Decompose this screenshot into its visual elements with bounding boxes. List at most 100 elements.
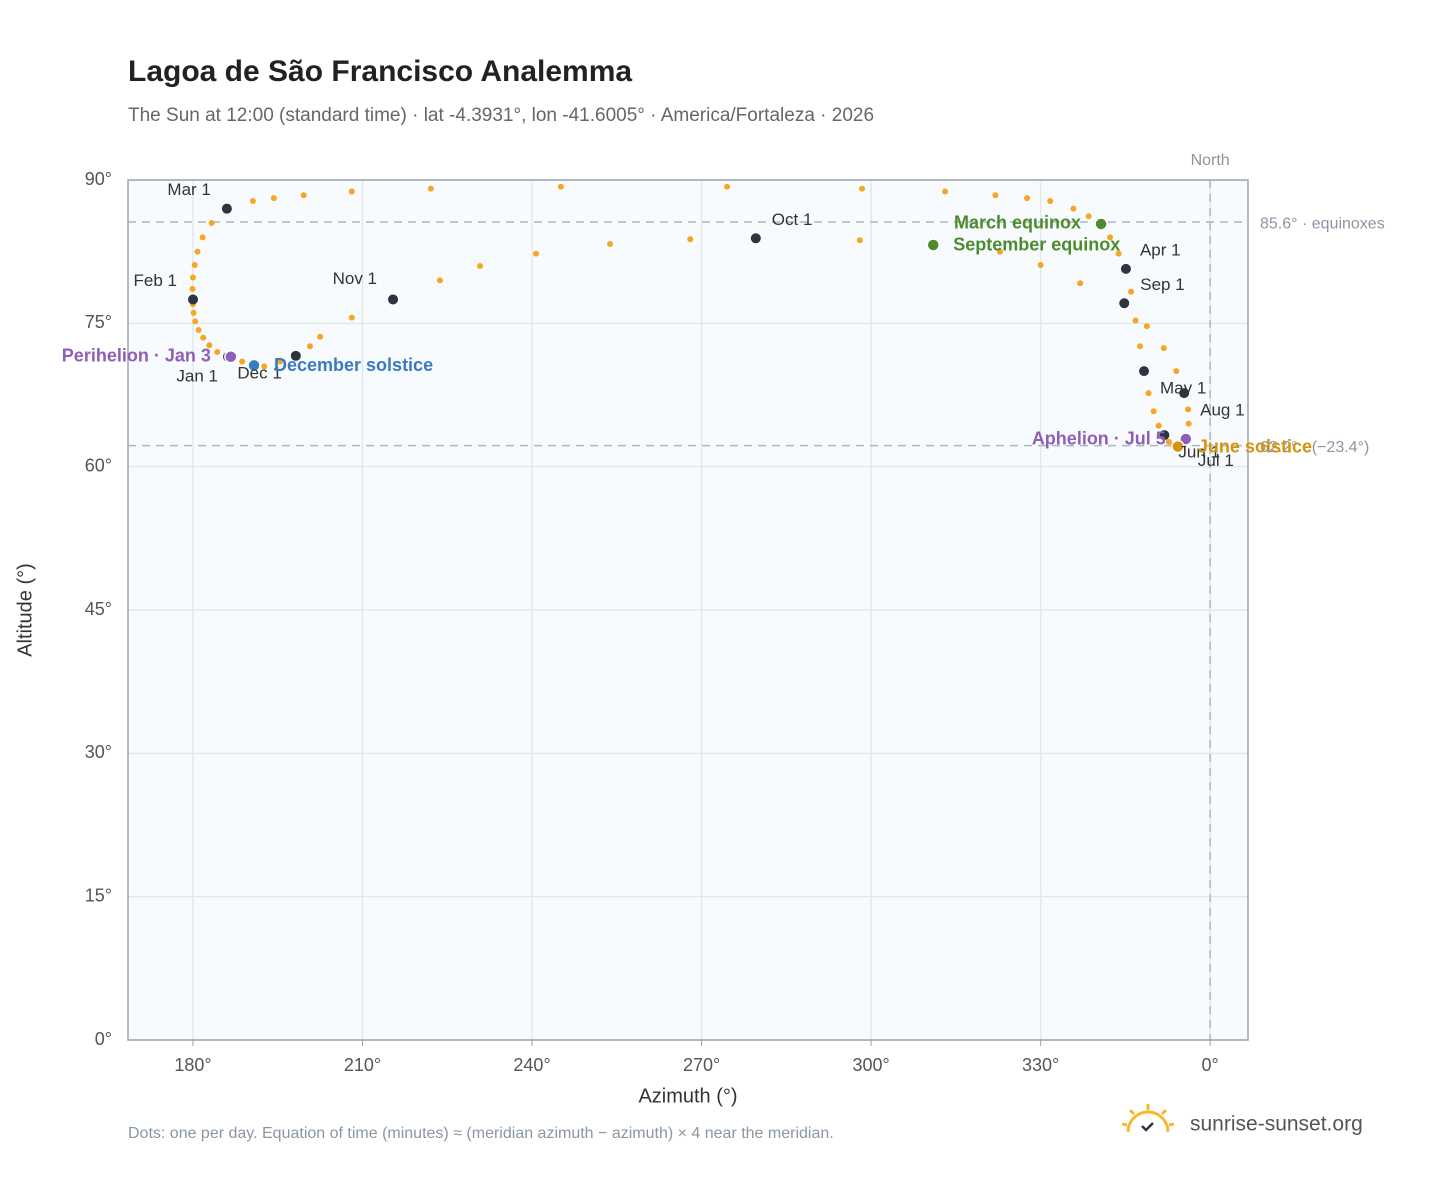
day-dot (1185, 420, 1192, 427)
day-dot (200, 334, 207, 341)
day-dot (992, 192, 999, 199)
day-dot (1185, 406, 1192, 413)
day-dot (1155, 422, 1162, 429)
month-label: Oct 1 (772, 210, 813, 229)
day-dot (1132, 317, 1139, 324)
day-dot (532, 250, 539, 257)
event-label: Perihelion · Jan 3 (62, 346, 211, 366)
day-dot (1143, 323, 1150, 330)
day-dot (1128, 288, 1135, 295)
x-axis-label: Azimuth (°) (638, 1085, 737, 1107)
event-dot (926, 238, 940, 252)
day-dot (194, 248, 201, 255)
event-label: December solstice (274, 355, 433, 375)
day-dot (1165, 438, 1172, 445)
event-dot (1171, 439, 1185, 454)
month-dot (221, 203, 232, 214)
month-label: Dec 1 (237, 363, 281, 382)
chart-subtitle: The Sun at 12:00 (standard time) · lat -… (128, 105, 874, 126)
month-dot (1179, 388, 1190, 399)
event-dot (224, 350, 238, 364)
event-dot (1094, 217, 1108, 231)
month-dot (1119, 298, 1130, 309)
x-tick-label: 240° (513, 1055, 550, 1075)
day-dot (214, 349, 221, 355)
day-dot (1077, 280, 1084, 287)
day-dot (277, 358, 284, 365)
day-dot (859, 185, 866, 192)
y-axis-label: Altitude (°) (14, 563, 36, 657)
x-tick-label: 180° (174, 1055, 211, 1075)
day-dot (191, 262, 198, 269)
day-dot (206, 342, 213, 349)
month-dot (1159, 430, 1170, 441)
day-dot (1024, 195, 1031, 202)
day-dot (723, 183, 730, 190)
y-tick-label: 75° (85, 312, 112, 332)
month-label: Nov 1 (333, 269, 377, 288)
day-dot (270, 195, 277, 202)
day-dot (1145, 390, 1152, 397)
day-dot (557, 183, 564, 190)
month-label: Jun 1 (1178, 443, 1220, 462)
brand: sunrise-sunset.org (1190, 1113, 1363, 1136)
y-tick-label: 0° (95, 1029, 112, 1049)
month-dot (388, 294, 399, 305)
x-tick-label: 270° (683, 1055, 720, 1075)
month-label: May 1 (1160, 379, 1206, 398)
y-tick-label: 90° (85, 169, 112, 189)
month-label: Apr 1 (1140, 240, 1181, 259)
event-label: June solstice (1198, 436, 1312, 456)
day-dot (427, 185, 434, 192)
month-dot (1120, 263, 1131, 274)
footnote: Dots: one per day. Equation of time (min… (128, 1125, 834, 1142)
event-dot (247, 358, 261, 373)
day-dot (942, 188, 949, 195)
chart-title: Lagoa de São Francisco Analemma (128, 55, 632, 88)
day-dot (1107, 234, 1114, 241)
north-label: North (1191, 152, 1230, 169)
event-label: September equinox (953, 235, 1120, 255)
day-dot (348, 188, 355, 195)
day-dot (189, 274, 196, 281)
day-dot (1173, 368, 1180, 375)
day-dot (856, 237, 863, 244)
day-dot (300, 192, 307, 199)
x-tick-label: 330° (1022, 1055, 1059, 1075)
y-tick-label: 60° (85, 455, 112, 475)
month-label: Feb 1 (134, 271, 177, 290)
logo-icon (1121, 1104, 1175, 1133)
day-dot (1070, 205, 1077, 212)
month-dot (1139, 366, 1150, 377)
day-dot (1047, 198, 1054, 205)
month-label: Aug 1 (1200, 401, 1244, 420)
day-dot (190, 309, 197, 316)
day-dot (1160, 345, 1167, 352)
day-dot (687, 236, 694, 243)
event-label: March equinox (954, 213, 1081, 233)
month-dot (187, 294, 198, 305)
day-dot (348, 314, 355, 321)
y-tick-label: 30° (85, 742, 112, 762)
day-dot (199, 234, 206, 241)
day-dot (195, 327, 202, 334)
month-label: Mar 1 (167, 180, 210, 199)
x-tick-label: 300° (852, 1055, 889, 1075)
y-tick-label: 45° (85, 599, 112, 619)
day-dot (607, 241, 614, 248)
month-label: Sep 1 (1140, 275, 1184, 294)
reference-label: 62.2° · (−23.4°) (1260, 439, 1369, 456)
plot-border (127, 179, 1249, 1041)
day-dot (477, 263, 484, 269)
event-label: Aphelion · Jul 5 (1032, 429, 1166, 449)
day-dot (1115, 250, 1122, 257)
y-tick-label: 15° (85, 885, 112, 905)
event-dot (1179, 432, 1193, 446)
month-dot (290, 350, 301, 361)
x-tick-label: 0° (1202, 1055, 1219, 1075)
day-dot (1137, 343, 1144, 350)
day-dot (996, 248, 1003, 255)
day-dot (208, 220, 215, 226)
day-dot (306, 343, 313, 350)
